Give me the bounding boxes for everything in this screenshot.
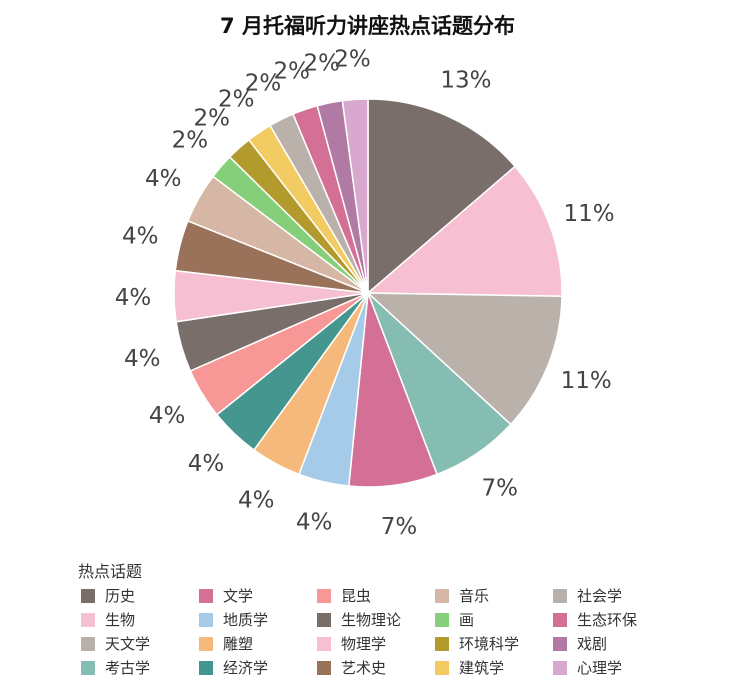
legend-swatch — [81, 588, 95, 603]
legend-item: 地质学 — [196, 609, 314, 630]
legend-item: 画 — [432, 609, 550, 630]
pie-label-5: 4% — [296, 510, 333, 536]
legend-label: 社会学 — [577, 587, 623, 605]
legend-label: 雕塑 — [223, 635, 254, 653]
legend-label: 音乐 — [459, 587, 490, 605]
legend-swatch — [199, 588, 213, 603]
legend-swatch — [553, 588, 567, 603]
pie-slice-1 — [366, 165, 563, 297]
pie-label-7: 4% — [188, 451, 225, 477]
legend-item: 生态环保 — [550, 609, 668, 630]
legend-label: 天文学 — [105, 635, 151, 653]
legend-label: 历史 — [105, 587, 136, 605]
legend-swatch — [81, 636, 95, 651]
legend-item: 雕塑 — [196, 633, 314, 654]
legend-item: 生物理论 — [314, 609, 432, 630]
legend-label: 画 — [459, 611, 475, 629]
legend-item: 考古学 — [78, 657, 196, 678]
legend-item: 环境科学 — [432, 633, 550, 654]
legend-swatch — [81, 660, 95, 675]
pie-label-10: 4% — [115, 285, 152, 311]
pie-label-6: 4% — [238, 488, 275, 514]
legend-swatch — [435, 660, 449, 675]
legend-item: 天文学 — [78, 633, 196, 654]
legend-label: 环境科学 — [459, 635, 520, 653]
pie-label-11: 4% — [122, 223, 159, 249]
pie-slice-19 — [341, 98, 369, 294]
legend-label: 艺术史 — [341, 659, 387, 677]
legend-item: 心理学 — [550, 657, 668, 678]
legend-item: 戏剧 — [550, 633, 668, 654]
legend-label: 物理学 — [341, 635, 387, 653]
legend-item: 文学 — [196, 585, 314, 606]
pie-label-14: 2% — [193, 106, 230, 132]
pie-slice-0 — [367, 98, 517, 295]
pie-label-3: 7% — [482, 476, 519, 502]
legend-grid: 历史 文学 昆虫 音乐 社会学生物 地质学 生物理论 画 生态环保天文学 雕塑 物理学 环境科学 戏剧考… — [78, 585, 668, 678]
legend-swatch — [81, 612, 95, 627]
legend-swatch — [435, 588, 449, 603]
legend-swatch — [435, 636, 449, 651]
pie-label-16: 2% — [245, 71, 282, 97]
pie-label-12: 4% — [145, 166, 182, 192]
legend-item: 昆虫 — [314, 585, 432, 606]
legend-swatch — [553, 612, 567, 627]
legend-item: 建筑学 — [432, 657, 550, 678]
pie-label-13: 2% — [172, 128, 209, 154]
pie-label-1: 11% — [563, 201, 614, 227]
legend-swatch — [553, 636, 567, 651]
chart-title: 7 月托福听力讲座热点话题分布 — [220, 14, 515, 38]
pie-label-8: 4% — [149, 403, 186, 429]
legend-swatch — [317, 636, 331, 651]
legend-label: 考古学 — [105, 659, 151, 677]
legend-label: 心理学 — [577, 659, 623, 677]
chart-legend: 热点话题 历史 文学 昆虫 音乐 社会学生物 地质学 生物理论 画 生态环保天文学 雕塑 物理学 环境… — [78, 558, 668, 678]
pie-label-0: 13% — [440, 67, 491, 93]
legend-label: 地质学 — [223, 611, 269, 629]
legend-item: 历史 — [78, 585, 196, 606]
legend-swatch — [199, 612, 213, 627]
pie-label-15: 2% — [218, 86, 255, 112]
pie-label-17: 2% — [273, 59, 310, 85]
legend-item: 音乐 — [432, 585, 550, 606]
legend-swatch — [199, 660, 213, 675]
legend-swatch — [317, 612, 331, 627]
pie-chart: 13%11%11%7%7%4%4%4%4%4%4%4%4%2%2%2%2%2%2… — [115, 47, 615, 540]
legend-label: 生物 — [105, 611, 136, 629]
pie-label-18: 2% — [303, 51, 340, 77]
pie-label-19: 2% — [334, 47, 371, 73]
legend-swatch — [317, 660, 331, 675]
pie-label-2: 11% — [561, 368, 612, 394]
pie-slices — [173, 98, 563, 488]
legend-label: 经济学 — [223, 659, 269, 677]
legend-title: 热点话题 — [78, 562, 143, 581]
legend-label: 戏剧 — [577, 635, 608, 653]
legend-swatch — [199, 636, 213, 651]
legend-label: 生物理论 — [341, 611, 402, 629]
legend-label: 建筑学 — [459, 659, 505, 677]
legend-label: 文学 — [223, 587, 254, 605]
pie-label-4: 7% — [381, 514, 418, 540]
legend-swatch — [317, 588, 331, 603]
legend-label: 生态环保 — [577, 611, 638, 629]
legend-item: 生物 — [78, 609, 196, 630]
legend-item: 艺术史 — [314, 657, 432, 678]
pie-labels: 13%11%11%7%7%4%4%4%4%4%4%4%4%2%2%2%2%2%2… — [115, 47, 615, 540]
legend-item: 社会学 — [550, 585, 668, 606]
legend-label: 昆虫 — [341, 587, 372, 605]
pie-label-9: 4% — [124, 346, 161, 372]
legend-swatch — [553, 660, 567, 675]
legend-item: 物理学 — [314, 633, 432, 654]
legend-item: 经济学 — [196, 657, 314, 678]
legend-swatch — [435, 612, 449, 627]
pie-slice-2 — [366, 292, 563, 426]
